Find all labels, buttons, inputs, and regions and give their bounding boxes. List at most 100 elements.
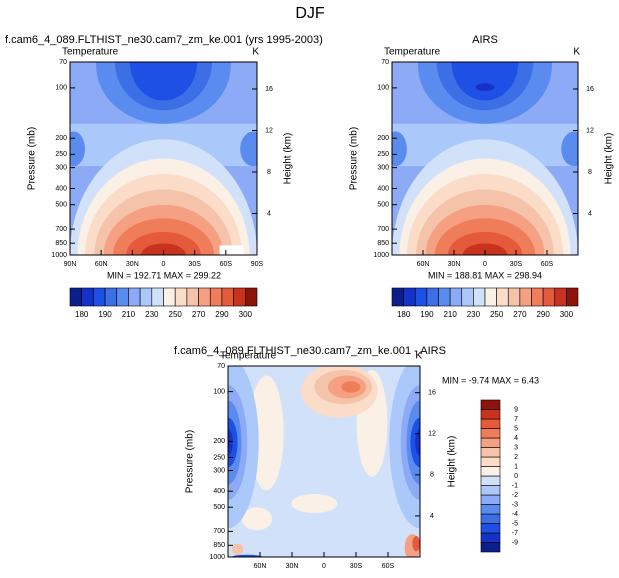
x-tick-label: 30S: [350, 563, 363, 570]
contour-field: [228, 366, 420, 557]
y2-tick-label: 4: [588, 210, 592, 217]
y-axis-label: Pressure (mb): [27, 127, 38, 190]
colorbar-label: -3: [512, 501, 518, 508]
colorbar-label: 1: [514, 463, 518, 470]
contour-field: [70, 62, 257, 255]
contour-fill: [241, 507, 273, 531]
x-tick-label: 60S: [541, 261, 554, 268]
y2-tick-label: 12: [428, 431, 436, 438]
colorbar-box: [245, 287, 258, 307]
colorbar-box: [480, 485, 501, 496]
colorbar-box: [480, 532, 501, 543]
contour-fill: [392, 131, 407, 167]
x-tick-label: 60S: [220, 261, 233, 268]
y-tick-label: 300: [377, 164, 389, 171]
contour-fill: [412, 535, 420, 552]
y2-tick-label: 8: [267, 169, 271, 176]
x-tick-label: 90S: [251, 261, 264, 268]
panel-title: f.cam6_4_089.FLTHIST_ne30.cam7_zm_ke.001…: [5, 34, 323, 46]
contour-field: [392, 62, 578, 255]
colorbar-box: [480, 399, 501, 410]
colorbar-box: [186, 287, 199, 307]
y2-tick-label: 16: [265, 86, 273, 93]
x-tick-label: 0: [322, 563, 326, 570]
colorbar-label: -2: [512, 492, 518, 499]
x-tick-label: 60N: [417, 261, 430, 268]
y-tick-label: 70: [381, 59, 389, 66]
colorbar-box: [69, 287, 82, 307]
colorbar-box: [480, 409, 501, 420]
colorbar-box: [151, 287, 164, 307]
colorbar-label: 270: [192, 310, 206, 319]
y2-axis-label: Height (km): [604, 133, 615, 185]
colorbar-box: [480, 475, 501, 486]
y2-axis-label: Height (km): [283, 133, 294, 185]
x-tick-label: 30S: [188, 261, 201, 268]
colorbar-box: [480, 494, 501, 505]
contour-fill: [141, 243, 186, 255]
colorbar-label: 190: [98, 310, 112, 319]
colorbar-box: [403, 287, 416, 307]
colorbar-label: 210: [122, 310, 136, 319]
contour-fill: [415, 429, 420, 456]
colorbar-label: 210: [443, 310, 457, 319]
colorbar-box: [480, 513, 501, 524]
colorbar-label: 9: [514, 406, 518, 413]
colorbar-label: 250: [169, 310, 183, 319]
y-tick-label: 200: [377, 135, 389, 142]
colorbar-label: -1: [512, 482, 518, 489]
contour-fill: [341, 381, 361, 393]
colorbar-box: [198, 287, 211, 307]
colorbar-box: [484, 287, 497, 307]
y-tick-label: 100: [377, 85, 389, 92]
colorbar-label: 190: [420, 310, 434, 319]
contour-fill: [475, 83, 495, 91]
colorbar-box: [449, 287, 463, 307]
x-tick-label: 30N: [286, 563, 299, 570]
colorbar-box: [93, 287, 106, 307]
contour-fill: [219, 245, 244, 255]
colorbar-label: -7: [512, 530, 518, 537]
right-string: K: [252, 47, 259, 58]
y-axis-label: Pressure (mb): [349, 127, 360, 190]
y-tick-label: 700: [55, 226, 67, 233]
y-tick-label: 850: [55, 240, 67, 247]
x-tick-label: 60N: [95, 261, 108, 268]
colorbar-box: [480, 466, 501, 477]
y-tick-label: 400: [377, 185, 389, 192]
colorbar-box: [480, 437, 501, 448]
colorbar-box: [531, 287, 544, 307]
colorbar-box: [414, 287, 428, 307]
colorbar-label: 3: [514, 444, 518, 451]
colorbar-label: 230: [145, 310, 159, 319]
x-tick-label: 30N: [448, 261, 461, 268]
contour-fill: [451, 62, 519, 101]
colorbar-box: [209, 287, 223, 307]
y2-tick-label: 8: [430, 472, 434, 479]
y-tick-label: 200: [55, 135, 67, 142]
colorbar-box: [163, 287, 176, 307]
y2-tick-label: 16: [428, 390, 436, 397]
contour-fill: [129, 62, 198, 101]
left-string: Temperature: [384, 47, 441, 58]
colorbar-box: [480, 456, 501, 467]
y2-axis-label: Height (km): [447, 436, 458, 488]
y-tick-label: 500: [55, 202, 67, 209]
y-tick-label: 300: [55, 164, 67, 171]
colorbar-box: [480, 418, 501, 429]
y-tick-label: 1000: [51, 252, 67, 259]
y2-tick-label: 8: [588, 169, 592, 176]
y2-tick-label: 12: [265, 127, 273, 134]
x-tick-label: 90N: [64, 261, 77, 268]
colorbar-label: 4: [514, 435, 518, 442]
contour-fill: [291, 493, 338, 514]
y-tick-label: 70: [59, 59, 67, 66]
colorbar-box: [139, 287, 153, 307]
colorbar-box: [554, 287, 567, 307]
y-tick-label: 300: [213, 467, 225, 474]
contour-fill: [462, 243, 508, 255]
colorbar-label: 0: [514, 473, 518, 480]
y2-tick-label: 16: [586, 86, 594, 93]
panel-title: f.cam6_4_089.FLTHIST_ne30.cam7_zm_ke.001…: [174, 345, 446, 357]
